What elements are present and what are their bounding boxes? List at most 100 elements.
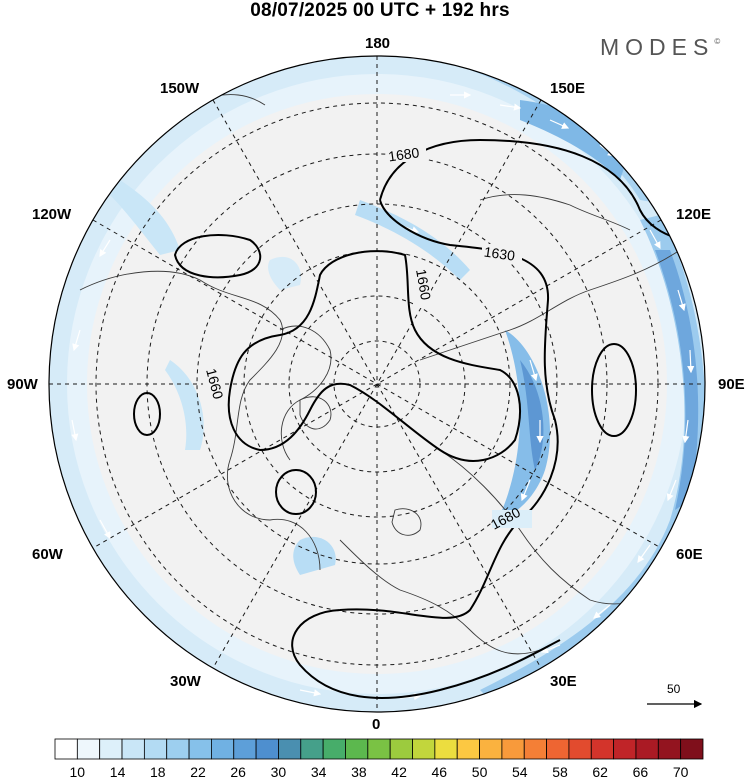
colorbar-label: 22 [190,764,206,780]
wind-arrow [682,419,690,444]
contour-label-bg [386,144,426,162]
colorbar-swatch [456,738,480,760]
colorbar-label: 58 [552,764,568,780]
colorbar-label: 66 [632,764,649,780]
colorbar-swatch [278,738,302,760]
copyright-mark: © [714,37,721,47]
lon-label-150w: 150W [160,80,200,97]
jet-core-east [655,250,699,510]
colorbar-swatch [345,738,369,760]
colorbar-swatch [121,738,145,760]
contour-label: 1660 [203,367,227,401]
colorbar-label: 18 [150,764,166,780]
colorbar-swatch [635,738,659,760]
colorbar-label: 10 [69,764,86,780]
coast-chukotka [479,194,631,231]
wind-arrow [549,119,570,129]
contour-label-bg [492,510,532,528]
wind-vectors [71,91,695,701]
wind-arrow [99,239,111,258]
wind-patch-alaska [110,180,180,255]
meridian-150w-30e [212,99,542,669]
lon-label-60e: 60E [676,546,703,563]
colorbar-swatch [233,738,257,760]
colorbar-label: 34 [310,764,327,780]
colorbar-swatch [590,738,615,760]
wind-patch-canada [165,360,204,450]
colorbar-swatch [546,738,570,760]
colorbar-swatch [501,738,525,760]
colorbar-swatch [322,738,346,760]
wind-arrow [529,359,538,382]
colorbar-swatch [613,738,637,760]
vector-scale-label: 50 [667,682,681,696]
wind-arrow [666,479,677,502]
colorbar-swatch [523,738,547,760]
wind-arrow [71,419,79,442]
colorbar-swatch [300,738,324,760]
colorbar-swatch [389,738,413,760]
colorbar-label: 46 [431,764,448,780]
colorbar-label: 30 [270,764,287,780]
contour-label-bg [413,268,431,308]
lon-label-180: 180 [365,35,391,52]
contour-closed-alaska [173,234,262,279]
contour-closed-atlantic [275,469,317,515]
wind-arrow [72,329,81,352]
jet-streak-polar [355,200,470,280]
colorbar-swatch [143,738,168,760]
colorbar-swatch [76,738,101,760]
colorbar-label: 38 [351,764,367,780]
wind-arrow [649,229,661,250]
contour-label: 1630 [483,244,516,264]
wind-arrow [299,689,322,697]
lon-label-120w: 120W [32,206,72,223]
wind-arrow [637,544,651,563]
colorbar [54,738,704,760]
lon-label-90e: 90E [718,376,745,393]
colorbar-swatch [680,738,704,760]
lon-label-30w: 30W [170,673,201,690]
colorbar-swatch [188,738,212,760]
colorbar-swatch [434,738,458,760]
meridian-150e-30w [212,99,542,669]
lon-label-0: 0 [372,716,381,733]
meridian-120e-60w [92,219,662,549]
coast-europe [339,539,541,655]
wind-arrow [677,289,686,312]
brand-logo: MODES© [600,34,720,61]
meridian-120w-60e [92,219,662,549]
map-boundary [48,55,706,713]
colorbar-label: 70 [672,764,689,780]
contour-label: 1680 [387,144,420,164]
wind-arrow [99,519,111,540]
lon-label-30e: 30E [550,673,577,690]
contour-labels: 1680 1630 1660 1660 1680 [203,144,532,533]
colorbar-swatch [367,738,391,760]
coast-scandinavia [391,508,422,536]
colorbar-swatch [479,738,503,760]
contour-label: 1660 [413,268,434,302]
wind-patch-atlantic [293,536,336,575]
colorbar-swatch [99,738,123,760]
vector-scale-arrow [647,699,703,709]
colorbar-swatch [255,738,279,760]
wind-patch-arctic [268,256,301,290]
lon-label-150e: 150E [550,80,586,97]
colorbar-swatch [211,738,235,760]
coast-greenland [279,325,332,461]
map-title: 08/07/2025 00 UTC + 192 hrs [250,0,510,21]
contour-label-bg [482,244,522,262]
jet-core-north [520,100,630,180]
contour-label-bg [203,368,221,408]
contour-1660 [227,250,521,462]
colorbar-label: 26 [230,764,246,780]
lon-label-90w: 90W [7,376,38,393]
colorbar-label: 50 [471,764,488,780]
colorbar-swatch [568,738,592,760]
lon-label-60w: 60W [32,546,63,563]
contour-closed-asia [591,343,637,437]
colorbar-swatch [657,738,682,760]
graticule [49,56,705,712]
